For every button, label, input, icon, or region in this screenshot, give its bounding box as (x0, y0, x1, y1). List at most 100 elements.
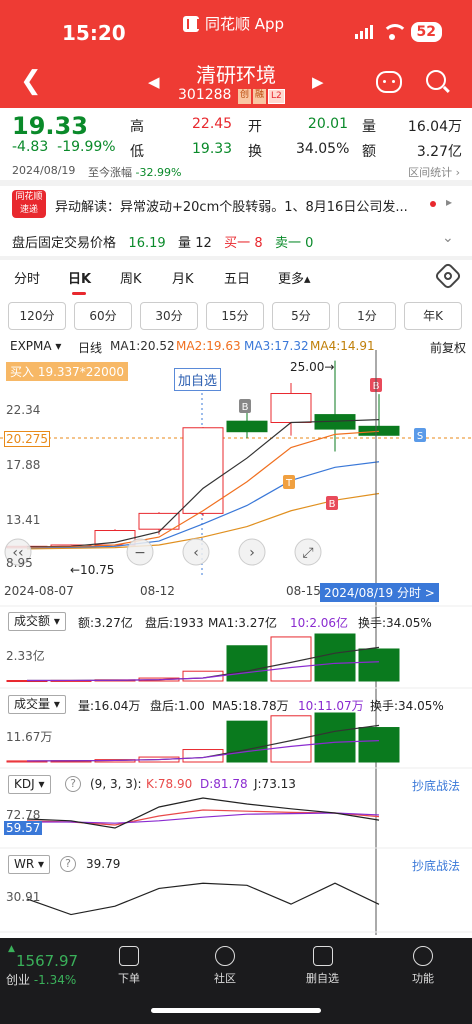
assistant-robot-icon[interactable] (376, 71, 402, 93)
index-up-icon: ▲ (8, 944, 15, 954)
kdj-k: K:78.90 (146, 777, 193, 791)
period-yearly[interactable]: 年K (404, 302, 462, 330)
quote-values-3: 16.04万 3.27亿 (400, 116, 462, 166)
period-5m[interactable]: 5分 (272, 302, 330, 330)
app-logo-icon (183, 15, 199, 32)
adjust-mode[interactable]: 前复权 (430, 341, 467, 355)
ma2-value: MA2:19.63 (176, 339, 241, 353)
trade-marker-b (239, 399, 251, 413)
tab-intraday[interactable]: 分时 (14, 272, 41, 287)
fullscreen-icon (294, 538, 322, 566)
zoom-out-icon-glyph: − (134, 545, 146, 561)
app-indicator[interactable]: 同花顺 App (183, 13, 284, 34)
tab-five-day[interactable]: 五日 (224, 272, 251, 287)
ma1-value: MA1:20.52 (110, 339, 175, 353)
index-value[interactable]: 1567.97 (16, 952, 79, 970)
open-value: 20.01 (307, 116, 348, 132)
kdj-indicator-select[interactable]: KDJ ▾ (8, 775, 51, 794)
news-text[interactable]: 异动解读：异常波动+20cm个股转弱。1、8月16日公司发... (55, 200, 408, 215)
quote-values-2: 20.01 34.05% (296, 116, 349, 166)
volume-ma5: MA5:18.78万 (212, 699, 289, 713)
navigate-left-icon (4, 538, 32, 566)
ma3-value: MA3:17.32 (244, 339, 309, 353)
chevron-right-icon[interactable]: ▸ (446, 195, 453, 209)
news-logo-bottom: 速递 (19, 205, 38, 215)
amount-ma1: MA1:3.27亿 (208, 616, 277, 630)
period-15m[interactable]: 15分 (206, 302, 264, 330)
search-icon[interactable] (426, 70, 446, 90)
range-stat-link[interactable]: 区间统计 › (408, 166, 460, 179)
x-tick-1: 2024-08-07 (4, 584, 74, 598)
period-30m[interactable]: 30分 (140, 302, 198, 330)
volume-indicator-select[interactable]: 成交量 ▾ (8, 695, 66, 714)
remove-favorite-icon (312, 946, 333, 966)
amount-ma10-line (26, 661, 380, 682)
open-label: 开 (248, 119, 262, 135)
order-icon (119, 946, 139, 966)
period-60m[interactable]: 60分 (74, 302, 132, 330)
wr-line (26, 882, 380, 916)
stock-code: 301288 (178, 87, 232, 103)
kdj-axis-top: 72.78 (6, 808, 41, 822)
home-indicator (151, 1008, 321, 1013)
kdj-strategy-link[interactable]: 抄底战法 (412, 779, 461, 793)
ma-line-ma4 (26, 492, 380, 550)
x-tick-3: 08-15 (286, 584, 321, 598)
divider (0, 180, 472, 186)
kline-chart-svg[interactable]: BTBBS‹‹−‹›⤢ (0, 335, 472, 935)
period-1m[interactable]: 1分 (338, 302, 396, 330)
tab-weekly[interactable]: 周K (120, 272, 142, 287)
volume-axis: 11.67万 (6, 730, 53, 744)
add-favorite-marker[interactable]: 加自选 (174, 368, 222, 391)
order-button[interactable]: 下单 (118, 946, 140, 986)
community-button[interactable]: 社区 (214, 946, 236, 986)
fullscreen-icon-glyph: ⤢ (302, 545, 313, 561)
cursor-date-link[interactable]: 2024/08/19 分时 > (320, 583, 439, 602)
amount-bar (314, 633, 356, 682)
stock-name: 清研环境 (196, 63, 276, 87)
remove-favorite-label: 删自选 (306, 972, 339, 985)
chevron-down-icon[interactable]: ⌄ (442, 230, 454, 246)
amount-ma10: 10:2.06亿 (290, 616, 349, 630)
wifi-icon (381, 24, 408, 40)
after-hours-price: 16.19 (128, 236, 166, 251)
after-hours-row[interactable]: 盘后固定交易价格 16.19 量 12 买一 8 卖一 0 (12, 232, 313, 251)
candle-body (182, 427, 224, 514)
function-button[interactable]: 功能 (412, 946, 434, 986)
function-label: 功能 (412, 972, 434, 985)
help-icon[interactable]: ? (60, 856, 76, 872)
candle-body (270, 393, 312, 423)
indicator-name[interactable]: EXPMA ▾ (10, 339, 62, 353)
amount-axis: 2.33亿 (6, 649, 45, 663)
period-120m[interactable]: 120分 (8, 302, 66, 330)
low-marker: ←10.75 (70, 563, 115, 577)
wr-indicator-select[interactable]: WR ▾ (8, 855, 51, 874)
y-tick-2: 17.88 (6, 458, 41, 472)
wr-name: WR (14, 857, 35, 871)
tab-more[interactable]: 更多▴ (278, 272, 311, 287)
prev-stock-icon[interactable]: ◀ (148, 73, 160, 91)
wr-strategy-link[interactable]: 抄底战法 (412, 859, 461, 873)
tab-daily[interactable]: 日K (68, 272, 92, 287)
period-label: 日线 (78, 341, 103, 355)
volume-name: 成交量 (14, 697, 51, 711)
battery-icon: 52 (410, 22, 442, 42)
tag-l2: L2 (268, 89, 285, 104)
tab-monthly[interactable]: 月K (172, 272, 194, 287)
wr-value: 39.79 (86, 857, 121, 871)
trade-marker-s (414, 428, 426, 442)
amount-value: 额:3.27亿 (78, 616, 133, 630)
remove-favorite-button[interactable]: 删自选 (306, 946, 339, 986)
back-icon[interactable]: ❮ (20, 66, 42, 96)
y-tick-4: 8.95 (6, 556, 33, 570)
amount-indicator-select[interactable]: 成交额 ▾ (8, 612, 66, 631)
cum-label: 至今涨幅 (88, 166, 132, 179)
amount-turnover: 换手:34.05% (358, 616, 432, 630)
buy1-value: 8 (254, 236, 263, 251)
volume-value: 量:16.04万 (78, 699, 141, 713)
next-stock-icon[interactable]: ▶ (312, 73, 324, 91)
index-row[interactable]: 创业 -1.34% (6, 971, 76, 988)
help-icon[interactable]: ? (65, 776, 81, 792)
buy-note: 买入 19.337*22000 (6, 362, 128, 381)
tab-underline (72, 292, 86, 295)
